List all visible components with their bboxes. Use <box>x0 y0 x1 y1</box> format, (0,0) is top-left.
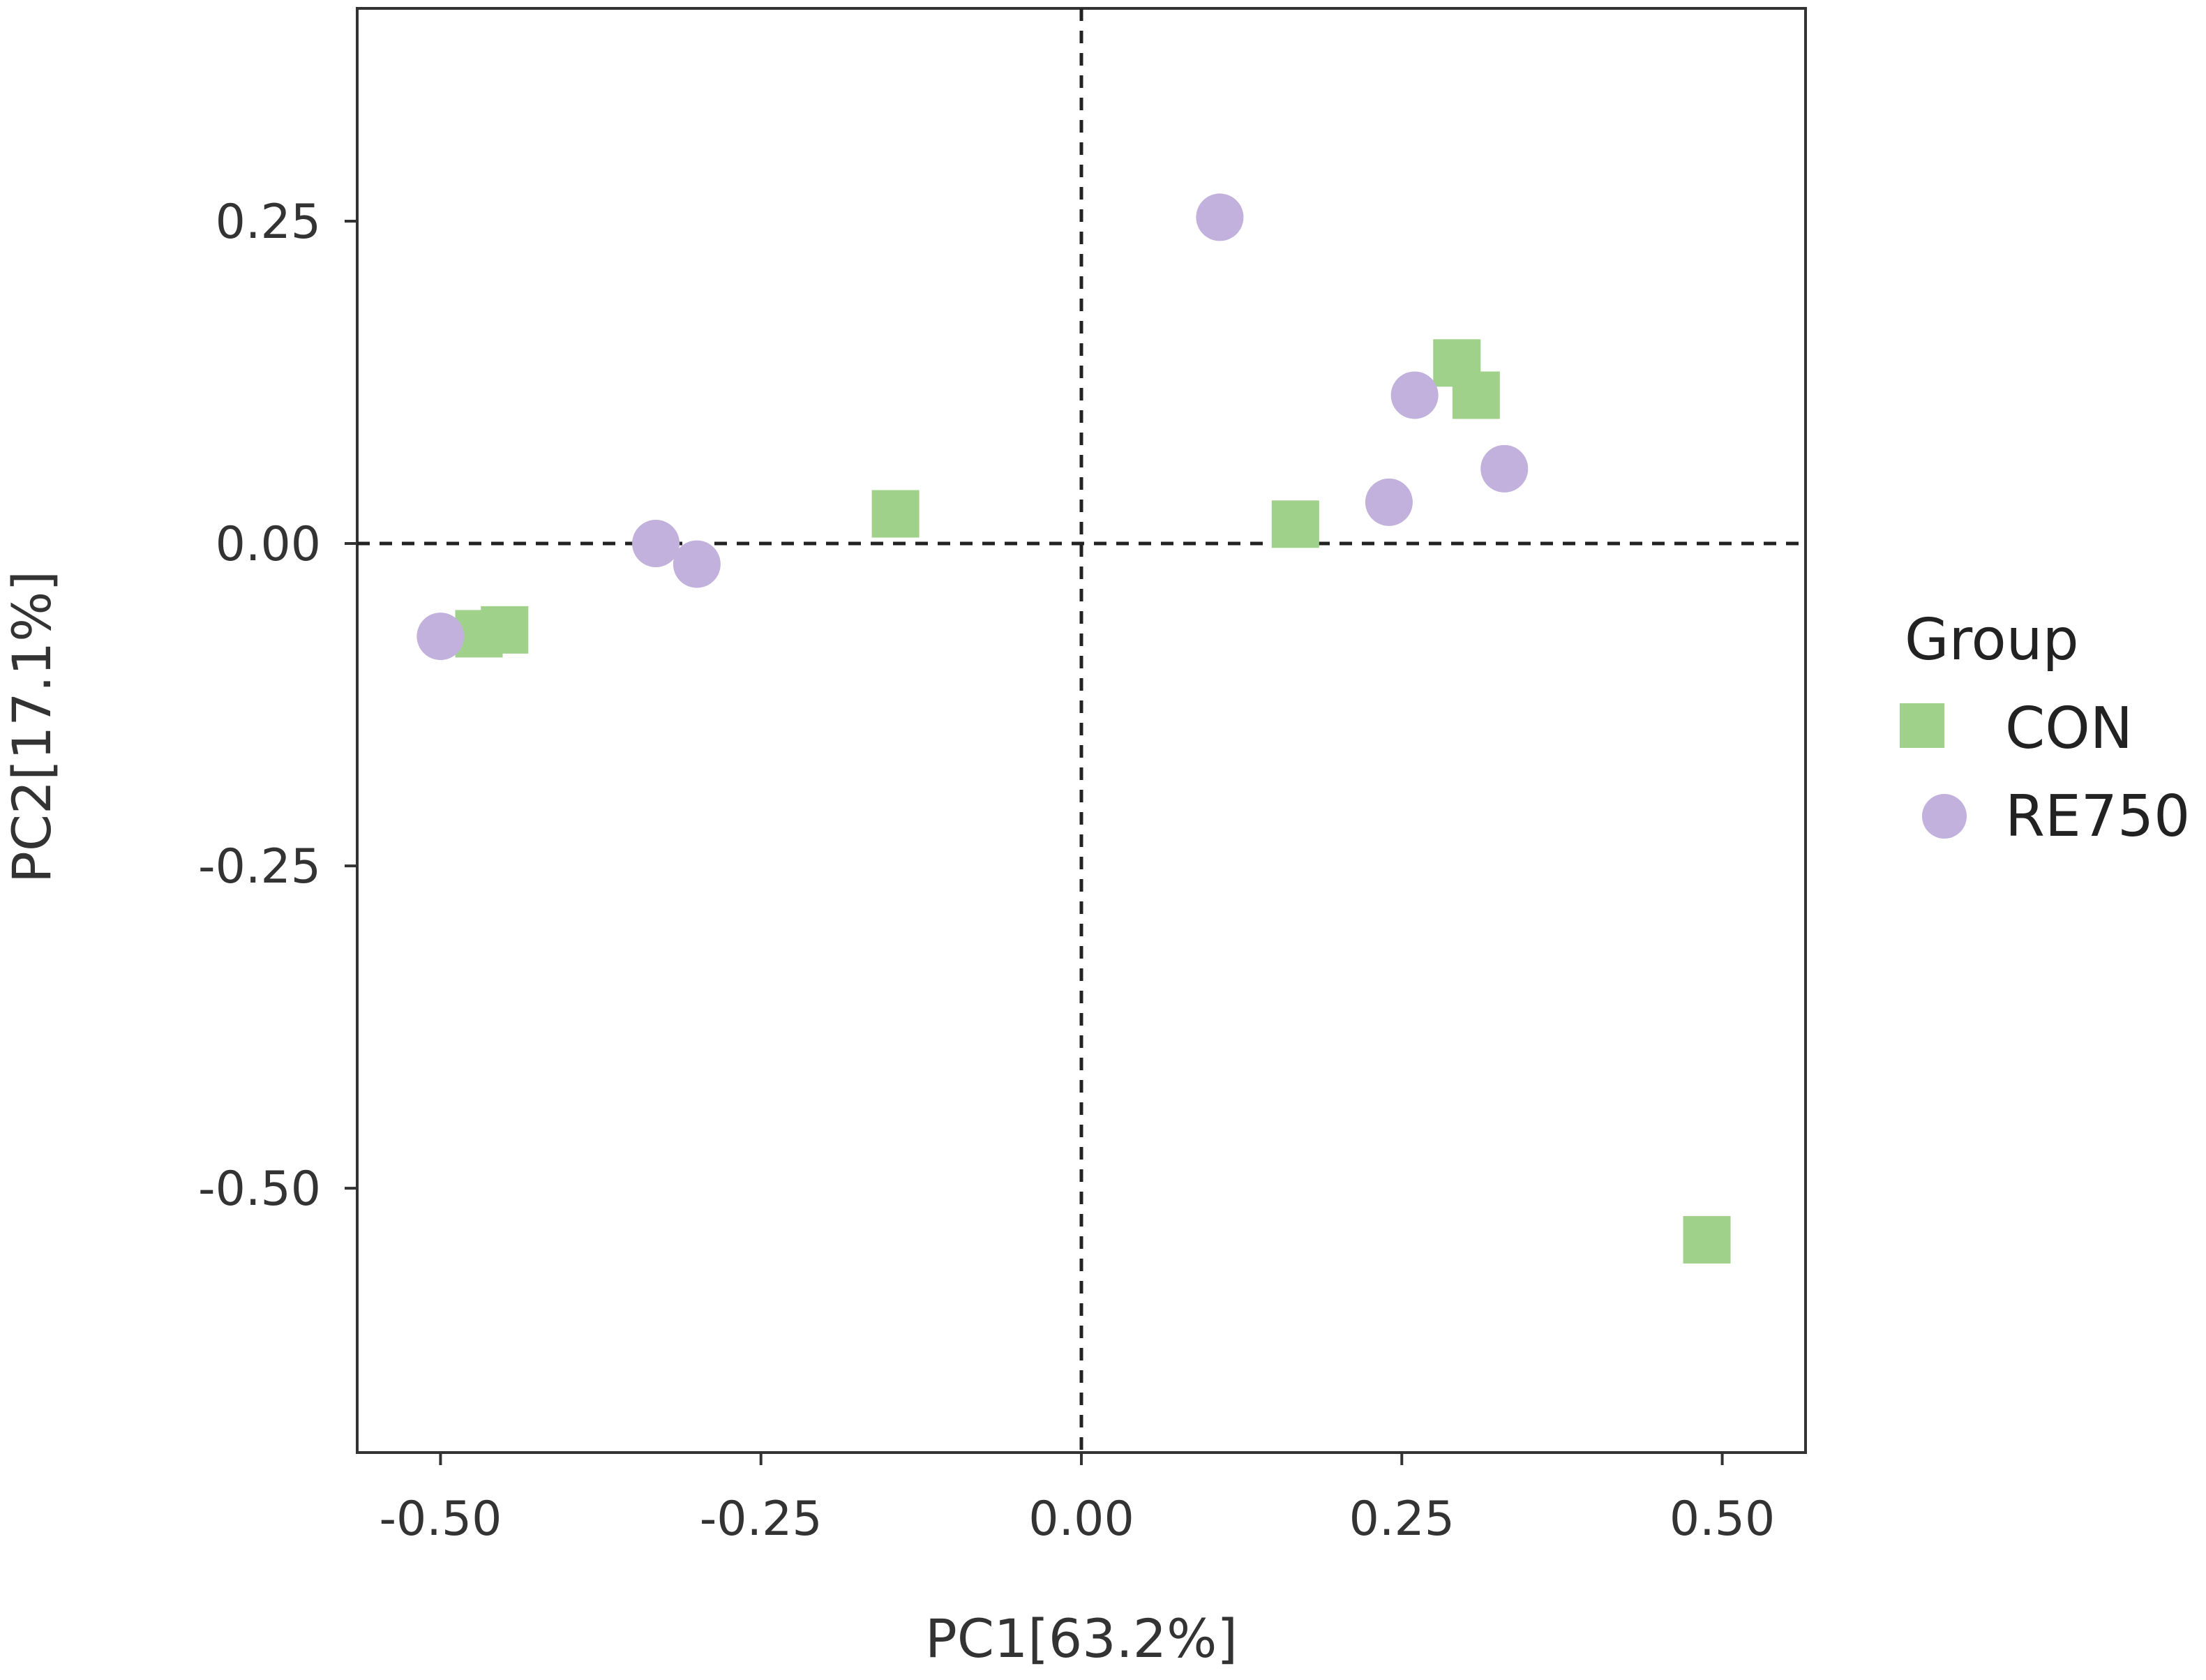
x-tick-label: -0.25 <box>700 1492 823 1547</box>
point-con <box>1271 500 1319 548</box>
x-tick-label: 0.25 <box>1349 1492 1455 1547</box>
point-re750 <box>1480 444 1529 493</box>
point-con <box>1452 371 1500 419</box>
legend-title: Group <box>1905 607 2079 673</box>
point-con <box>481 606 529 654</box>
point-re750 <box>632 520 680 568</box>
y-axis: 0.25 0.00 -0.25 -0.50 <box>198 195 357 1217</box>
y-tick-label: -0.25 <box>198 839 321 894</box>
legend-label-con: CON <box>2005 696 2133 762</box>
legend-label-re750: RE750 <box>2005 783 2190 850</box>
x-axis: -0.50 -0.25 0.00 0.25 0.50 <box>379 1453 1775 1547</box>
legend-square-icon <box>1900 703 1944 748</box>
point-re750 <box>1390 371 1439 419</box>
x-tick-label: 0.00 <box>1028 1492 1134 1547</box>
point-re750 <box>1365 478 1413 526</box>
point-re750 <box>417 613 465 661</box>
y-tick-label: 0.00 <box>216 517 321 572</box>
x-axis-title: PC1[63.2%] <box>925 1607 1238 1670</box>
y-tick-label: 0.25 <box>216 195 321 250</box>
data-points <box>417 193 1731 1264</box>
x-tick-label: 0.50 <box>1669 1492 1775 1547</box>
legend: Group CON RE750 <box>1900 607 2190 850</box>
point-con <box>871 490 920 538</box>
x-tick-label: -0.50 <box>379 1492 502 1547</box>
point-re750 <box>1196 193 1244 241</box>
point-re750 <box>673 540 721 588</box>
legend-circle-icon <box>1922 794 1967 839</box>
point-con <box>1683 1216 1731 1264</box>
y-axis-title: PC2[17.1%] <box>1 571 63 883</box>
plot-panel <box>356 7 1807 1454</box>
y-tick-label: -0.50 <box>198 1162 321 1217</box>
